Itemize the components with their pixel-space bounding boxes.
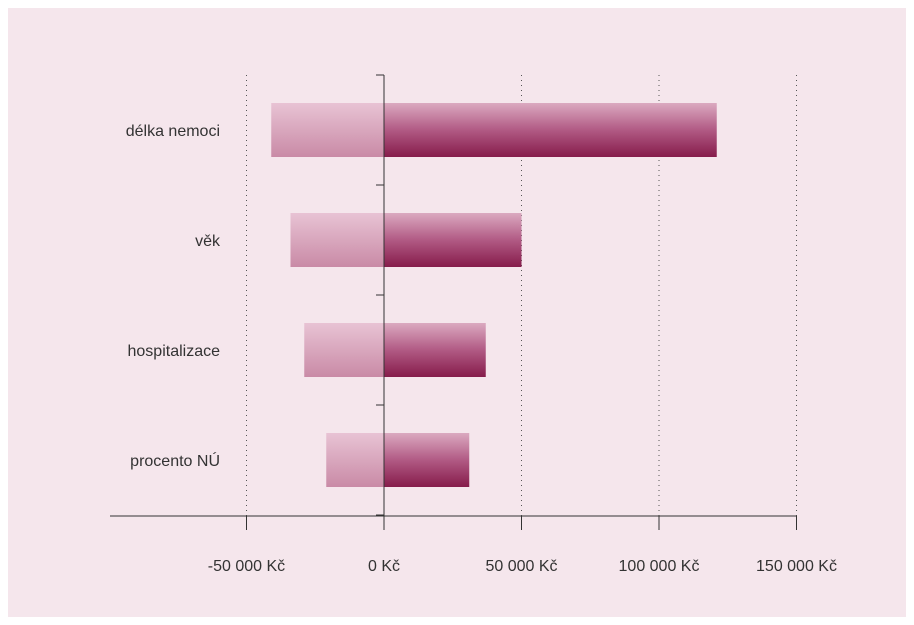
- labels: délka nemoci věk hospitalizace procento NÚ -…: [126, 123, 837, 575]
- category-label: hospitalizace: [128, 343, 221, 360]
- x-tick-label: 0 Kč: [368, 558, 400, 575]
- bar-negative: [326, 433, 384, 487]
- bar-negative: [304, 323, 384, 377]
- bars: [271, 103, 717, 487]
- bar-positive: [384, 103, 717, 157]
- axes: [110, 74, 797, 530]
- category-label: procento NÚ: [130, 451, 220, 470]
- x-tick-label: -50 000 Kč: [208, 558, 285, 575]
- x-tick-label: 50 000 Kč: [485, 558, 557, 575]
- bar-negative: [271, 103, 384, 157]
- grid-lines: [246, 75, 797, 516]
- bar-positive: [384, 323, 486, 377]
- bar-positive: [384, 213, 522, 267]
- bar-negative: [290, 213, 384, 267]
- category-label: délka nemoci: [126, 123, 220, 140]
- x-tick-label: 150 000 Kč: [756, 558, 837, 575]
- bar-positive: [384, 433, 470, 487]
- x-tick-label: 100 000 Kč: [619, 558, 700, 575]
- category-label: věk: [195, 233, 221, 250]
